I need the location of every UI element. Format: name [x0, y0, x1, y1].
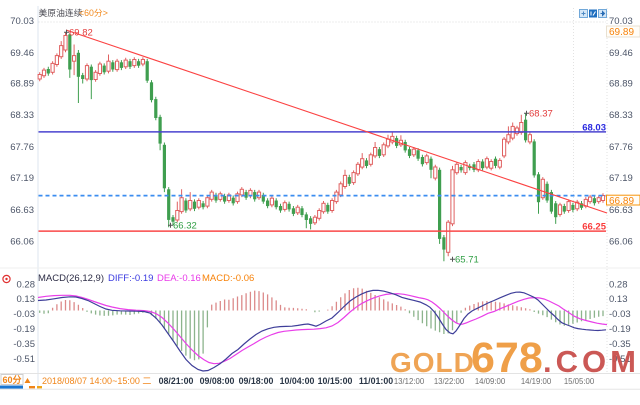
svg-text:0.28: 0.28	[609, 279, 628, 290]
svg-text:10/15:00: 10/15:00	[318, 376, 353, 386]
svg-text:13/22:00: 13/22:00	[434, 377, 465, 386]
svg-text:67.19: 67.19	[609, 173, 633, 184]
svg-text:67.19: 67.19	[10, 173, 34, 184]
svg-text:70.03: 70.03	[10, 16, 34, 27]
svg-text:66.89: 66.89	[609, 196, 634, 207]
svg-text:60分: 60分	[2, 374, 21, 385]
svg-text:66.32: 66.32	[173, 221, 197, 232]
svg-text:08/21:00: 08/21:00	[159, 376, 194, 386]
svg-text:09/18:00: 09/18:00	[239, 376, 274, 386]
svg-text:68.89: 68.89	[10, 79, 34, 90]
svg-text:65.71: 65.71	[455, 255, 479, 266]
svg-text:11/01:00: 11/01:00	[359, 376, 393, 386]
svg-text:-0.03: -0.03	[609, 309, 631, 320]
svg-text:66.25: 66.25	[582, 222, 606, 233]
svg-text:66.06: 66.06	[10, 236, 34, 247]
svg-text:-0.19: -0.19	[13, 324, 35, 335]
svg-text:67.76: 67.76	[10, 142, 34, 153]
svg-text:69.46: 69.46	[10, 48, 34, 59]
svg-text:0.13: 0.13	[609, 294, 628, 305]
svg-text:-0.35: -0.35	[13, 339, 35, 350]
svg-text:MACD(26,12,9): MACD(26,12,9)	[38, 273, 104, 284]
svg-text:68.33: 68.33	[609, 110, 633, 121]
svg-text:15/05:00: 15/05:00	[564, 377, 595, 386]
svg-text:69.46: 69.46	[609, 48, 633, 59]
svg-text:13/12:00: 13/12:00	[394, 377, 425, 386]
svg-text:14/09:00: 14/09:00	[475, 377, 506, 386]
svg-text:10/04:00: 10/04:00	[280, 376, 315, 386]
svg-text:MACD:-0.06: MACD:-0.06	[202, 273, 254, 284]
svg-text:DIFF:-0.19: DIFF:-0.19	[108, 273, 153, 284]
svg-text:69.82: 69.82	[69, 28, 93, 39]
svg-text:69.89: 69.89	[609, 27, 634, 38]
svg-text:0.28: 0.28	[17, 279, 36, 290]
svg-text:70.03: 70.03	[609, 16, 633, 27]
svg-text:DEA:-0.16: DEA:-0.16	[157, 273, 201, 284]
svg-text:68.89: 68.89	[609, 79, 633, 90]
svg-text:66.06: 66.06	[609, 236, 633, 247]
svg-text:2018/08/07 14:00~15:00 二: 2018/08/07 14:00~15:00 二	[42, 376, 151, 386]
svg-text:67.76: 67.76	[609, 142, 633, 153]
svg-text:0.13: 0.13	[17, 294, 36, 305]
svg-text:-0.03: -0.03	[13, 309, 35, 320]
svg-text:14/19:00: 14/19:00	[521, 377, 552, 386]
svg-text:09/08:00: 09/08:00	[200, 376, 235, 386]
svg-text:<60分>: <60分>	[79, 8, 108, 18]
svg-text:美原油连续: 美原油连续	[39, 7, 83, 18]
svg-text:68.33: 68.33	[10, 110, 34, 121]
svg-text:678: 678	[471, 334, 543, 382]
svg-text:-0.19: -0.19	[609, 324, 631, 335]
svg-text:-0.51: -0.51	[13, 354, 35, 365]
svg-text:68.03: 68.03	[582, 122, 606, 133]
svg-text:66.63: 66.63	[10, 205, 34, 216]
svg-text:.COM: .COM	[543, 344, 640, 379]
svg-text:GOLD: GOLD	[390, 347, 475, 378]
svg-text:68.37: 68.37	[529, 109, 553, 120]
